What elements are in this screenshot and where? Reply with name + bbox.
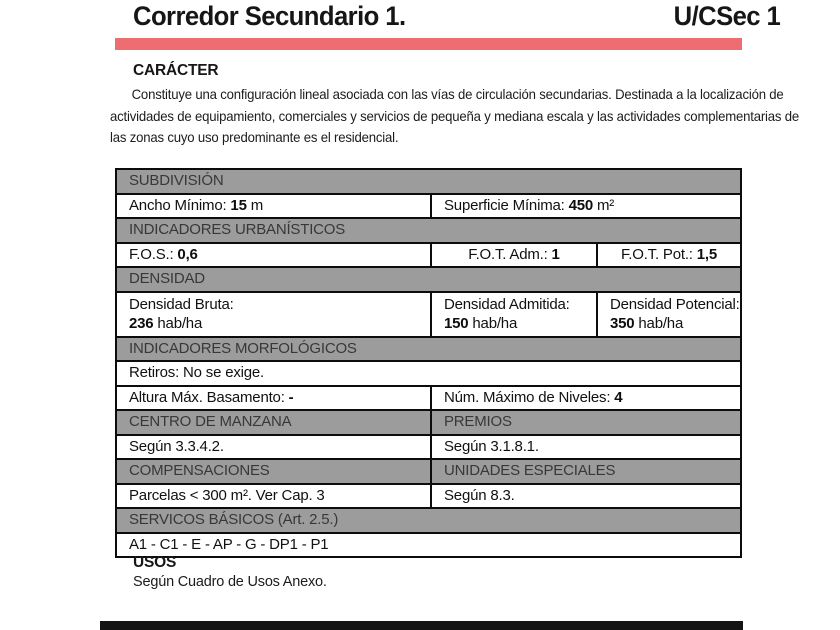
densidad-admitida-unit: hab/ha (472, 315, 518, 332)
zone-code: U/CSec 1 (673, 1, 780, 31)
densidad-potencial-value-line: 350 hab/ha (610, 314, 740, 334)
cell-fot-adm: F.O.T. Adm.: 1 (430, 243, 596, 266)
row-servicios-values: A1 - C1 - E - AP - G - DP1 - P1 (117, 531, 740, 557)
row-altura-niveles: Altura Máx. Basamento: - Núm. Máximo de … (117, 384, 740, 410)
cell-servicios-basicos: A1 - C1 - E - AP - G - DP1 - P1 (129, 535, 329, 553)
row-densidad-header: DENSIDAD (117, 266, 740, 291)
section-header-servicios-basicos: SERVICOS BÁSICOS (Art. 2.5.) (129, 511, 339, 528)
fot-adm-label: F.O.T. Adm.: (468, 245, 548, 263)
section-header-compensaciones: COMPENSACIONES (129, 462, 270, 479)
niveles-value: 4 (614, 388, 623, 406)
caracter-line: Constituye una configuración lineal asoc… (131, 86, 784, 102)
row-densidad-values: Densidad Bruta: 236 hab/ha Densidad Admi… (117, 290, 740, 336)
section-header-unidades-especiales: UNIDADES ESPECIALES (430, 460, 740, 483)
accent-bar (115, 38, 742, 50)
densidad-admitida-label: Densidad Admitida: (444, 295, 570, 313)
section-header-densidad: DENSIDAD (129, 270, 205, 287)
superficie-value: 450 (568, 196, 594, 214)
usos-heading: USOS (133, 554, 177, 571)
niveles-label: Núm. Máximo de Niveles: (444, 388, 611, 406)
superficie-unit: m² (597, 196, 615, 214)
cell-retiros: Retiros: No se exige. (129, 364, 265, 381)
zoning-table: SUBDIVISIÓN Ancho Mínimo: 15 m Superfici… (115, 168, 742, 558)
ancho-label: Ancho Mínimo: (129, 196, 227, 214)
densidad-admitida-value: 150 (444, 315, 469, 332)
densidad-bruta-value-line: 236 hab/ha (129, 314, 426, 334)
cell-fos: F.O.S.: 0,6 (117, 244, 430, 267)
densidad-admitida-value-line: 150 hab/ha (444, 314, 592, 334)
densidad-potencial-unit: hab/ha (638, 315, 684, 332)
section-header-subdivision: SUBDIVISIÓN (129, 172, 224, 189)
page-title: Corredor Secundario 1. (133, 1, 406, 31)
densidad-bruta-unit: hab/ha (157, 315, 203, 332)
section-header-premios: PREMIOS (430, 411, 740, 434)
caracter-heading: CARÁCTER (133, 62, 219, 79)
section-header-indicadores-morfologicos: INDICADORES MORFOLÓGICOS (129, 339, 357, 357)
cell-densidad-bruta: Densidad Bruta: 236 hab/ha (117, 293, 430, 336)
densidad-bruta-label: Densidad Bruta: (129, 295, 234, 313)
row-indicadores-urbanisticos-values: F.O.S.: 0,6 F.O.T. Adm.: 1 F.O.T. Pot.: … (117, 241, 740, 267)
cell-altura-basamento: Altura Máx. Basamento: - (117, 387, 430, 410)
altura-value: - (288, 388, 294, 406)
row-centro-premios-values: Según 3.3.4.2. Según 3.1.8.1. (117, 433, 740, 458)
document-header: Corredor Secundario 1. U/CSec 1 (133, 0, 781, 36)
section-header-centro-manzana: CENTRO DE MANZANA (129, 413, 292, 430)
cell-fot-pot: F.O.T. Pot.: 1,5 (596, 243, 740, 266)
caracter-section: CARÁCTER (133, 62, 793, 80)
row-compensaciones-values: Parcelas < 300 m². Ver Cap. 3 Según 8.3. (117, 482, 740, 507)
row-indicadores-urbanisticos-header: INDICADORES URBANÍSTICOS (117, 217, 740, 242)
cell-densidad-potencial: Densidad Potencial: 350 hab/ha (596, 292, 744, 336)
ancho-unit: m (250, 196, 264, 214)
caracter-line: actividades de equipamiento, comerciales… (110, 107, 800, 124)
fot-pot-value: 1,5 (696, 245, 718, 263)
densidad-bruta-value: 236 (129, 315, 154, 332)
section-header-indicadores-urbanisticos: INDICADORES URBANÍSTICOS (129, 221, 346, 238)
usos-section: USOS Según Cuadro de Usos Anexo. (133, 554, 327, 590)
row-retiros: Retiros: No se exige. (117, 360, 740, 385)
cell-unidades-especiales: Según 8.3. (430, 484, 740, 507)
fos-label: F.O.S.: (129, 245, 174, 263)
cell-ancho-minimo: Ancho Mínimo: 15 m (117, 195, 430, 218)
row-subdivision-values: Ancho Mínimo: 15 m Superficie Mínima: 45… (117, 192, 740, 218)
fos-value: 0,6 (177, 245, 198, 263)
densidad-potencial-label: Densidad Potencial: (610, 295, 740, 313)
densidad-potencial-value: 350 (610, 315, 635, 332)
row-centro-premios-header: CENTRO DE MANZANA PREMIOS (117, 409, 740, 434)
next-section-bar (100, 621, 743, 630)
caracter-paragraph: Constituye una configuración lineal asoc… (110, 84, 800, 149)
cell-densidad-admitida: Densidad Admitida: 150 hab/ha (430, 292, 596, 336)
row-subdivision-header: SUBDIVISIÓN (117, 170, 740, 193)
row-indicadores-morfologicos-header: INDICADORES MORFOLÓGICOS (117, 335, 740, 360)
cell-premios: Según 3.1.8.1. (430, 435, 740, 458)
altura-label: Altura Máx. Basamento: (129, 388, 285, 406)
usos-body: Según Cuadro de Usos Anexo. (133, 574, 327, 590)
superficie-label: Superficie Mínima: (444, 196, 565, 214)
row-compensaciones-unidades-header: COMPENSACIONES UNIDADES ESPECIALES (117, 458, 740, 483)
fot-pot-label: F.O.T. Pot.: (620, 245, 693, 263)
cell-niveles: Núm. Máximo de Niveles: 4 (430, 386, 740, 409)
cell-centro-manzana: Según 3.3.4.2. (129, 437, 224, 455)
row-servicios-header: SERVICOS BÁSICOS (Art. 2.5.) (117, 507, 740, 532)
cell-compensaciones: Parcelas < 300 m². Ver Cap. 3 (129, 486, 325, 504)
caracter-line: las zonas cuyo uso predominante es el re… (110, 129, 399, 145)
cell-superficie-minima: Superficie Mínima: 450 m² (430, 194, 740, 217)
fot-adm-value: 1 (551, 245, 560, 263)
ancho-value: 15 (230, 196, 247, 214)
